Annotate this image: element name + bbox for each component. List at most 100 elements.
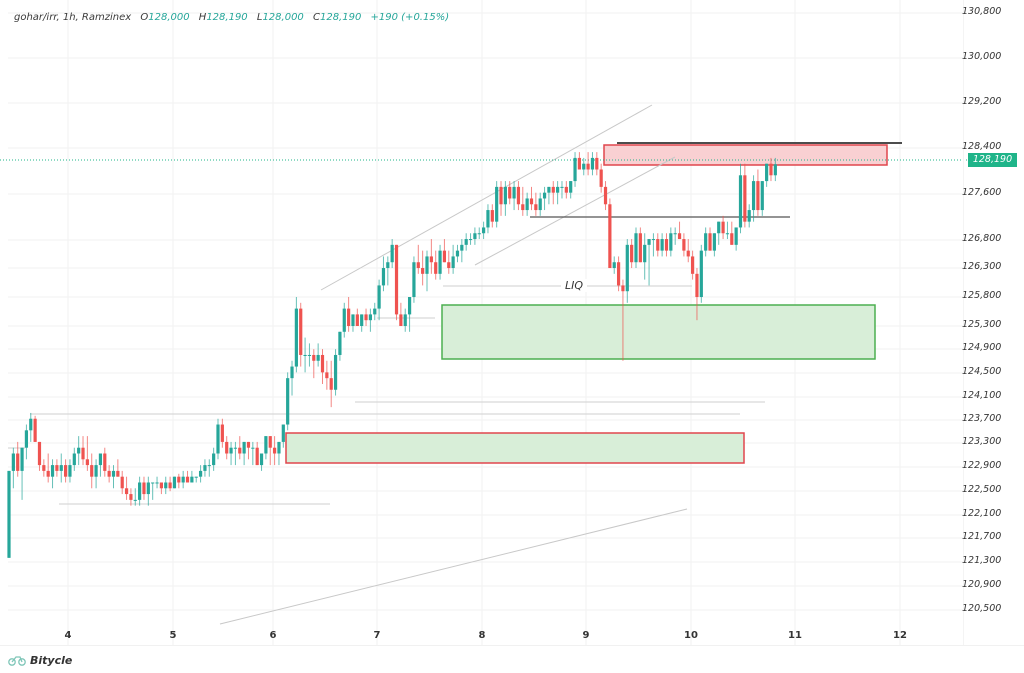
candle	[525, 198, 529, 211]
price-tick-label: 127,600	[962, 187, 1002, 198]
price-tick-label: 121,300	[962, 555, 1002, 566]
candle	[294, 308, 298, 367]
candle	[608, 204, 612, 269]
candle	[434, 262, 438, 274]
candle	[159, 482, 163, 489]
candle	[81, 447, 85, 460]
time-tick-label: 5	[169, 630, 177, 641]
candle	[616, 262, 621, 286]
open-value: 128,000	[148, 12, 190, 23]
supply-zone-top[interactable]	[603, 144, 888, 166]
support-trendline[interactable]	[219, 508, 688, 625]
candle	[656, 239, 660, 251]
candle	[98, 453, 103, 466]
candle	[734, 227, 738, 245]
channel-upper-line[interactable]	[320, 104, 653, 291]
demand-zone-mid[interactable]	[441, 304, 876, 360]
close-value: 128,190	[319, 12, 362, 23]
candle	[756, 181, 760, 211]
candle	[246, 441, 251, 448]
price-tick-label: 126,300	[962, 261, 1002, 272]
candle	[621, 285, 625, 292]
candle	[556, 186, 560, 193]
candle	[599, 169, 603, 187]
candle	[573, 157, 577, 182]
candle	[11, 453, 15, 471]
candle	[390, 244, 394, 263]
price-tick-label: 122,900	[962, 460, 1002, 471]
brand-logo: Bitycle	[8, 654, 72, 667]
liq-annotation[interactable]: LIQ	[561, 279, 588, 292]
candle	[438, 250, 442, 274]
candle	[717, 221, 721, 234]
candle	[299, 308, 303, 355]
candle	[769, 163, 773, 176]
close-label: C	[312, 12, 320, 23]
candle	[394, 244, 399, 315]
candle	[686, 250, 690, 257]
candle	[64, 465, 68, 477]
candle	[72, 453, 76, 466]
candle	[447, 262, 451, 269]
drawings-zones	[285, 144, 888, 464]
candle	[355, 314, 359, 326]
trendlines	[0, 104, 968, 625]
price-tick-label: 124,100	[962, 390, 1002, 401]
candle	[333, 354, 338, 390]
candle	[442, 250, 447, 263]
low-value: 128,000	[262, 12, 304, 23]
candle	[473, 233, 477, 240]
candle	[216, 424, 220, 454]
candle	[508, 186, 512, 199]
candle	[399, 314, 403, 326]
candle	[677, 233, 682, 240]
time-tick-label: 11	[788, 630, 802, 641]
candle	[207, 465, 211, 467]
time-tick-label: 4	[64, 630, 72, 641]
candle	[773, 164, 777, 176]
candle	[172, 476, 177, 489]
candle	[451, 256, 455, 269]
time-scale-border	[0, 645, 1024, 646]
candle	[560, 186, 564, 188]
candle	[730, 233, 734, 245]
symbol-title[interactable]: gohar/irr, 1h, Ramzinex	[14, 12, 132, 23]
candle	[529, 198, 534, 205]
candle	[377, 285, 381, 309]
candle	[547, 186, 551, 193]
candle	[50, 465, 55, 477]
candle	[68, 465, 72, 477]
candle	[255, 447, 259, 466]
candle	[24, 430, 29, 448]
candle	[747, 210, 751, 222]
candle	[242, 441, 246, 454]
demand-zone-low[interactable]	[285, 432, 745, 464]
candle	[360, 314, 364, 326]
candle	[429, 256, 433, 263]
time-tick-label: 7	[373, 630, 381, 641]
candle	[325, 372, 329, 379]
channel-lower-line[interactable]	[474, 156, 676, 266]
low-label: L	[256, 12, 263, 23]
price-tick-label: 124,900	[962, 342, 1002, 353]
brand-name: Bitycle	[30, 654, 73, 667]
candle	[155, 482, 159, 484]
candle	[647, 239, 651, 245]
candle	[94, 465, 98, 477]
candle	[490, 210, 494, 222]
candle	[316, 354, 320, 361]
candle	[338, 331, 342, 355]
candle	[107, 470, 111, 477]
candle	[177, 476, 181, 483]
candle	[320, 354, 325, 373]
candle	[682, 239, 686, 251]
price-tick-label: 122,500	[962, 484, 1002, 495]
candle	[455, 250, 460, 257]
candle	[146, 482, 150, 495]
candle	[342, 308, 346, 332]
candle	[37, 441, 42, 466]
candle	[133, 499, 137, 501]
candle	[403, 314, 407, 326]
candle	[181, 476, 185, 483]
